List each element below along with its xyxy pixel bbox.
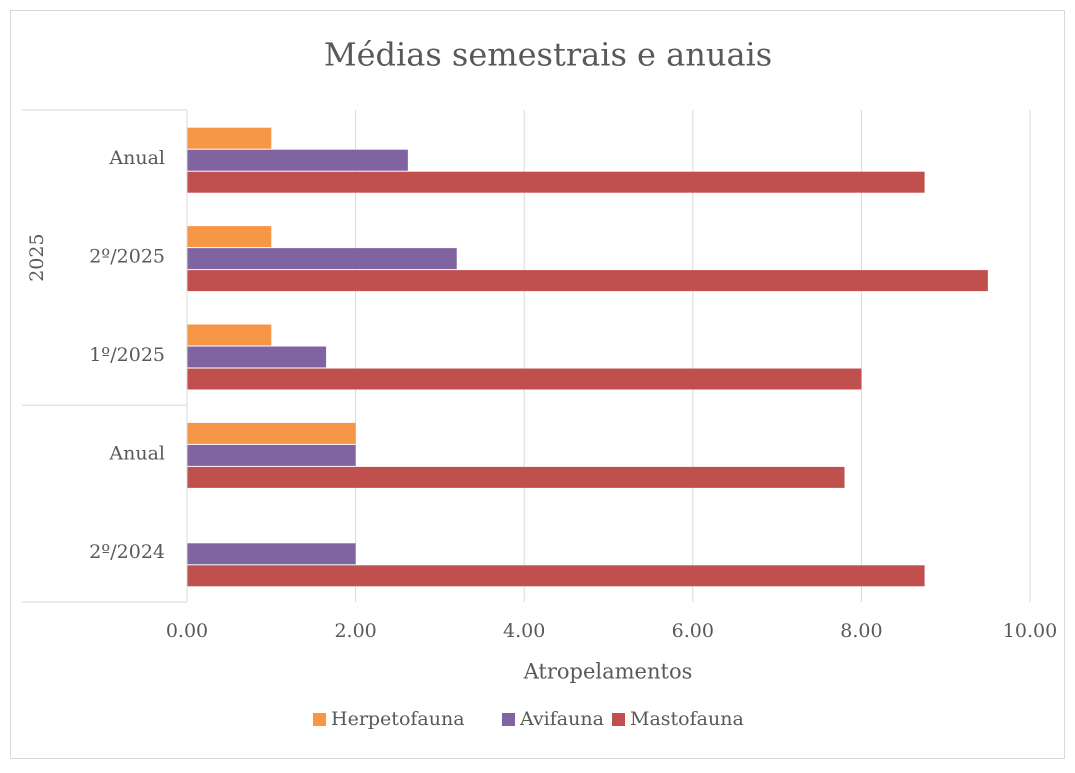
x-tick-label: 6.00 [672, 620, 714, 642]
legend-label: Mastofauna [630, 708, 744, 730]
y-tick-label: 2º/2024 [89, 541, 165, 563]
bar [187, 270, 988, 292]
chart-title: Médias semestrais e anuais [324, 36, 772, 74]
bar [187, 324, 272, 346]
x-axis-title: Atropelamentos [523, 660, 693, 684]
bar [187, 444, 356, 466]
bar [187, 466, 845, 488]
legend-label: Avifauna [519, 708, 604, 730]
legend-label: Herpetofauna [331, 708, 465, 730]
x-tick-label: 0.00 [166, 620, 208, 642]
legend-swatch [313, 713, 326, 726]
bar [187, 422, 356, 444]
y-tick-label: Anual [108, 442, 165, 464]
group-label: 2025 [26, 233, 48, 281]
x-tick-label: 10.00 [1003, 620, 1057, 642]
bar [187, 226, 272, 248]
bar [187, 248, 457, 270]
x-tick-label: 8.00 [840, 620, 882, 642]
bar [187, 368, 862, 390]
y-tick-label: Anual [108, 147, 165, 169]
bar [187, 149, 408, 171]
bar [187, 171, 925, 193]
legend-swatch [502, 713, 515, 726]
y-tick-label: 2º/2025 [89, 246, 165, 268]
bar [187, 543, 356, 565]
legend-swatch [612, 713, 625, 726]
x-tick-label: 2.00 [334, 620, 376, 642]
bar [187, 127, 272, 149]
bar [187, 346, 327, 368]
bar [187, 565, 925, 587]
x-tick-label: 4.00 [503, 620, 545, 642]
y-tick-label: 1º/2025 [89, 344, 165, 366]
